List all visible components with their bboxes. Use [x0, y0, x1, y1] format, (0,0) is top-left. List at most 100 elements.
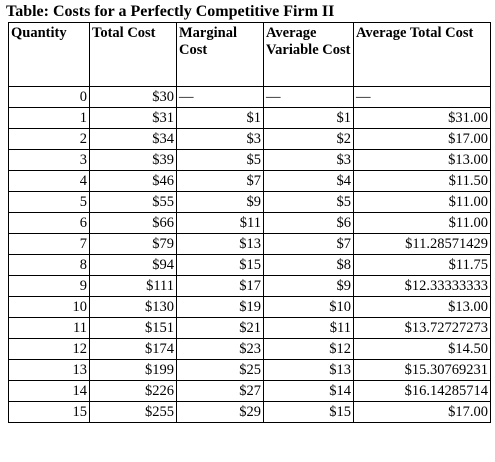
header-marginal-cost: Marginal Cost: [176, 22, 264, 87]
cell-quantity: 11: [8, 317, 90, 339]
cell-average-variable-cost: $2: [263, 128, 354, 150]
cell-total-cost: $255: [89, 401, 177, 423]
cell-average-total-cost: $12.33333333: [353, 275, 491, 297]
header-average-total-cost: Average Total Cost: [353, 22, 491, 87]
table-title: Table: Costs for a Perfectly Competitive…: [6, 3, 335, 20]
cell-total-cost: $226: [89, 380, 177, 402]
cell-marginal-cost: $21: [176, 317, 264, 339]
cell-average-total-cost: $13.72727273: [353, 317, 491, 339]
table-row: 7 $79 $13 $7 $11.28571429: [8, 233, 491, 255]
cell-quantity: 0: [8, 86, 90, 108]
cell-total-cost: $199: [89, 359, 177, 381]
cell-quantity: 8: [8, 254, 90, 276]
cell-average-total-cost: $15.30769231: [353, 359, 491, 381]
table-row: 2 $34 $3 $2 $17.00: [8, 128, 491, 150]
cell-marginal-cost: $1: [176, 107, 264, 129]
cell-average-variable-cost: $9: [263, 275, 354, 297]
cell-total-cost: $111: [89, 275, 177, 297]
cell-marginal-cost: —: [176, 86, 264, 108]
cell-average-variable-cost: $5: [263, 191, 354, 213]
table-row: 8 $94 $15 $8 $11.75: [8, 254, 491, 276]
cell-average-total-cost: $17.00: [353, 128, 491, 150]
header-total-cost: Total Cost: [89, 22, 177, 87]
table-row: 3 $39 $5 $3 $13.00: [8, 149, 491, 171]
cell-average-variable-cost: $13: [263, 359, 354, 381]
cell-quantity: 13: [8, 359, 90, 381]
table-row: 0 $30— — —: [8, 86, 491, 108]
cell-average-total-cost: $16.14285714: [353, 380, 491, 402]
cell-average-variable-cost: $12: [263, 338, 354, 360]
cell-average-variable-cost: $8: [263, 254, 354, 276]
cell-quantity: 15: [8, 401, 90, 423]
cell-marginal-cost: $27: [176, 380, 264, 402]
costs-table: Quantity Total Cost Marginal Cost Averag…: [8, 22, 491, 423]
cell-total-cost: $130: [89, 296, 177, 318]
cell-marginal-cost: $17: [176, 275, 264, 297]
cell-quantity: 5: [8, 191, 90, 213]
cell-marginal-cost: $29: [176, 401, 264, 423]
table-row: 13 $199 $25 $13 $15.30769231: [8, 359, 491, 381]
cell-marginal-cost: $13: [176, 233, 264, 255]
header-average-variable-cost: Average Variable Cost: [263, 22, 354, 87]
cell-quantity: 14: [8, 380, 90, 402]
table-row: 11 $151 $21 $11 $13.72727273: [8, 317, 491, 339]
cell-average-total-cost: $11.00: [353, 191, 491, 213]
cell-average-total-cost: $11.28571429: [353, 233, 491, 255]
cell-quantity: 1: [8, 107, 90, 129]
cell-average-variable-cost: $11: [263, 317, 354, 339]
cell-average-total-cost: —: [353, 86, 491, 108]
cell-marginal-cost: $7: [176, 170, 264, 192]
cell-marginal-cost: $25: [176, 359, 264, 381]
cell-marginal-cost: $5: [176, 149, 264, 171]
cell-quantity: 4: [8, 170, 90, 192]
cell-total-cost: $174: [89, 338, 177, 360]
cell-quantity: 9: [8, 275, 90, 297]
cell-average-variable-cost: $14: [263, 380, 354, 402]
table-body: 0 $30— — —1 $31 $1 $1 $31.00 2 $34 $3 $2 $17.00 3 $39 $…: [8, 86, 491, 423]
cell-total-cost: $34: [89, 128, 177, 150]
cell-average-variable-cost: $1: [263, 107, 354, 129]
cell-total-cost: $79: [89, 233, 177, 255]
cell-total-cost: $30: [89, 86, 177, 108]
cell-total-cost: $94: [89, 254, 177, 276]
table-row: 6 $66 $11 $6 $11.00: [8, 212, 491, 234]
cell-marginal-cost: $23: [176, 338, 264, 360]
cell-total-cost: $46: [89, 170, 177, 192]
cell-marginal-cost: $15: [176, 254, 264, 276]
cell-average-variable-cost: —: [263, 86, 354, 108]
cell-average-total-cost: $11.00: [353, 212, 491, 234]
cell-average-total-cost: $17.00: [353, 401, 491, 423]
cell-total-cost: $31: [89, 107, 177, 129]
cell-average-total-cost: $13.00: [353, 296, 491, 318]
cell-marginal-cost: $9: [176, 191, 264, 213]
table-row: 12 $174 $23 $12 $14.50: [8, 338, 491, 360]
header-quantity: Quantity: [8, 22, 90, 87]
cell-average-variable-cost: $4: [263, 170, 354, 192]
cell-quantity: 7: [8, 233, 90, 255]
cell-marginal-cost: $19: [176, 296, 264, 318]
cell-average-total-cost: $14.50: [353, 338, 491, 360]
cell-total-cost: $55: [89, 191, 177, 213]
cell-average-variable-cost: $3: [263, 149, 354, 171]
cell-average-total-cost: $11.50: [353, 170, 491, 192]
cell-average-total-cost: $13.00: [353, 149, 491, 171]
header-row: Quantity Total Cost Marginal Cost Averag…: [8, 22, 491, 87]
table-row: 15 $255 $29 $15 $17.00: [8, 401, 491, 423]
cell-quantity: 2: [8, 128, 90, 150]
cell-average-variable-cost: $15: [263, 401, 354, 423]
cell-marginal-cost: $11: [176, 212, 264, 234]
cell-average-total-cost: $31.00: [353, 107, 491, 129]
cell-quantity: 3: [8, 149, 90, 171]
cell-average-variable-cost: $10: [263, 296, 354, 318]
table-row: 4 $46 $7 $4 $11.50: [8, 170, 491, 192]
table-row: 10 $130 $19 $10 $13.00: [8, 296, 491, 318]
cell-average-total-cost: $11.75: [353, 254, 491, 276]
table-row: 1 $31 $1 $1 $31.00: [8, 107, 491, 129]
table-row: 14 $226 $27 $14 $16.14285714: [8, 380, 491, 402]
cell-quantity: 12: [8, 338, 90, 360]
table-row: 9 $111 $17 $9 $12.33333333: [8, 275, 491, 297]
cell-quantity: 10: [8, 296, 90, 318]
cell-average-variable-cost: $7: [263, 233, 354, 255]
table-row: 5 $55 $9 $5 $11.00: [8, 191, 491, 213]
cell-total-cost: $66: [89, 212, 177, 234]
